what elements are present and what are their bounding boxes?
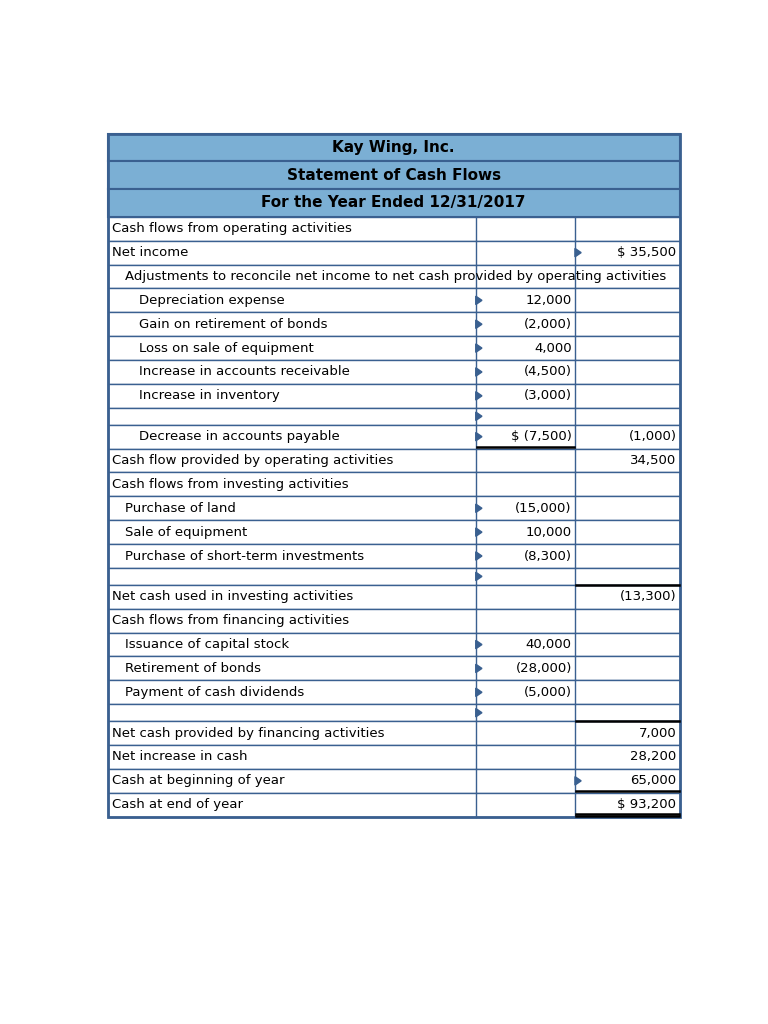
Text: (15,000): (15,000)	[515, 502, 572, 515]
Text: Net income: Net income	[111, 246, 188, 259]
Polygon shape	[475, 344, 482, 352]
Text: Net increase in cash: Net increase in cash	[111, 751, 247, 764]
Bar	[108, 425, 680, 449]
Bar	[108, 134, 680, 817]
Text: Cash flows from investing activities: Cash flows from investing activities	[111, 478, 348, 490]
Text: Cash flows from operating activities: Cash flows from operating activities	[111, 222, 352, 236]
Bar	[108, 289, 680, 312]
Text: Payment of cash dividends: Payment of cash dividends	[125, 686, 305, 698]
Bar	[108, 721, 680, 745]
Bar	[108, 384, 680, 408]
Bar	[108, 633, 680, 656]
Text: Statement of Cash Flows: Statement of Cash Flows	[286, 168, 501, 182]
Polygon shape	[475, 368, 482, 376]
Text: 65,000: 65,000	[631, 774, 677, 787]
Text: Gain on retirement of bonds: Gain on retirement of bonds	[140, 317, 328, 331]
Bar	[108, 472, 680, 497]
Bar	[108, 217, 680, 241]
Bar	[108, 162, 680, 189]
Bar	[108, 408, 680, 425]
Polygon shape	[475, 640, 482, 649]
Bar	[108, 520, 680, 544]
Text: Adjustments to reconcile net income to net cash provided by operating activities: Adjustments to reconcile net income to n…	[125, 270, 667, 283]
Text: (8,300): (8,300)	[524, 550, 572, 562]
Polygon shape	[475, 319, 482, 329]
Bar	[108, 189, 680, 217]
Polygon shape	[475, 412, 482, 421]
Bar	[108, 449, 680, 472]
Text: Purchase of short-term investments: Purchase of short-term investments	[125, 550, 365, 562]
Text: Purchase of land: Purchase of land	[125, 502, 237, 515]
Bar	[108, 134, 680, 162]
Text: $ 35,500: $ 35,500	[617, 246, 677, 259]
Text: Issuance of capital stock: Issuance of capital stock	[125, 638, 290, 651]
Text: 28,200: 28,200	[631, 751, 677, 764]
Polygon shape	[575, 249, 581, 257]
Text: 7,000: 7,000	[639, 727, 677, 739]
Bar	[108, 745, 680, 769]
Bar	[108, 680, 680, 705]
Text: Increase in inventory: Increase in inventory	[140, 389, 280, 402]
Text: (1,000): (1,000)	[628, 430, 677, 443]
Text: Net cash provided by financing activities: Net cash provided by financing activitie…	[111, 727, 384, 739]
Text: Decrease in accounts payable: Decrease in accounts payable	[140, 430, 340, 443]
Polygon shape	[575, 776, 581, 785]
Polygon shape	[475, 572, 482, 581]
Text: (4,500): (4,500)	[524, 366, 572, 379]
Polygon shape	[475, 391, 482, 400]
Bar	[108, 497, 680, 520]
Text: 34,500: 34,500	[631, 454, 677, 467]
Polygon shape	[475, 296, 482, 304]
Polygon shape	[475, 688, 482, 696]
Text: $ (7,500): $ (7,500)	[511, 430, 572, 443]
Bar	[108, 793, 680, 817]
Text: (2,000): (2,000)	[524, 317, 572, 331]
Text: (13,300): (13,300)	[620, 590, 677, 603]
Text: Sale of equipment: Sale of equipment	[125, 525, 248, 539]
Polygon shape	[475, 552, 482, 560]
Bar	[108, 705, 680, 721]
Polygon shape	[475, 665, 482, 673]
Polygon shape	[475, 504, 482, 512]
Bar	[108, 585, 680, 608]
Text: (3,000): (3,000)	[524, 389, 572, 402]
Text: (28,000): (28,000)	[515, 662, 572, 675]
Polygon shape	[475, 432, 482, 441]
Bar	[108, 608, 680, 633]
Text: (5,000): (5,000)	[524, 686, 572, 698]
Text: 4,000: 4,000	[535, 342, 572, 354]
Polygon shape	[475, 709, 482, 717]
Text: Net cash used in investing activities: Net cash used in investing activities	[111, 590, 353, 603]
Bar	[108, 656, 680, 680]
Text: Cash at end of year: Cash at end of year	[111, 799, 243, 811]
Text: Depreciation expense: Depreciation expense	[140, 294, 285, 307]
Bar	[108, 360, 680, 384]
Text: Cash flows from financing activities: Cash flows from financing activities	[111, 614, 349, 627]
Polygon shape	[475, 528, 482, 537]
Text: 40,000: 40,000	[526, 638, 572, 651]
Text: Cash at beginning of year: Cash at beginning of year	[111, 774, 284, 787]
Text: Increase in accounts receivable: Increase in accounts receivable	[140, 366, 350, 379]
Text: $ 93,200: $ 93,200	[617, 799, 677, 811]
Bar	[108, 769, 680, 793]
Bar	[108, 264, 680, 289]
Text: Kay Wing, Inc.: Kay Wing, Inc.	[333, 140, 455, 155]
Text: Retirement of bonds: Retirement of bonds	[125, 662, 261, 675]
Text: For the Year Ended 12/31/2017: For the Year Ended 12/31/2017	[261, 196, 526, 211]
Bar	[108, 568, 680, 585]
Text: Cash flow provided by operating activities: Cash flow provided by operating activiti…	[111, 454, 393, 467]
Text: 12,000: 12,000	[525, 294, 572, 307]
Bar	[108, 312, 680, 336]
Bar	[108, 544, 680, 568]
Text: 10,000: 10,000	[526, 525, 572, 539]
Text: Loss on sale of equipment: Loss on sale of equipment	[140, 342, 314, 354]
Bar	[108, 241, 680, 264]
Bar	[108, 336, 680, 360]
